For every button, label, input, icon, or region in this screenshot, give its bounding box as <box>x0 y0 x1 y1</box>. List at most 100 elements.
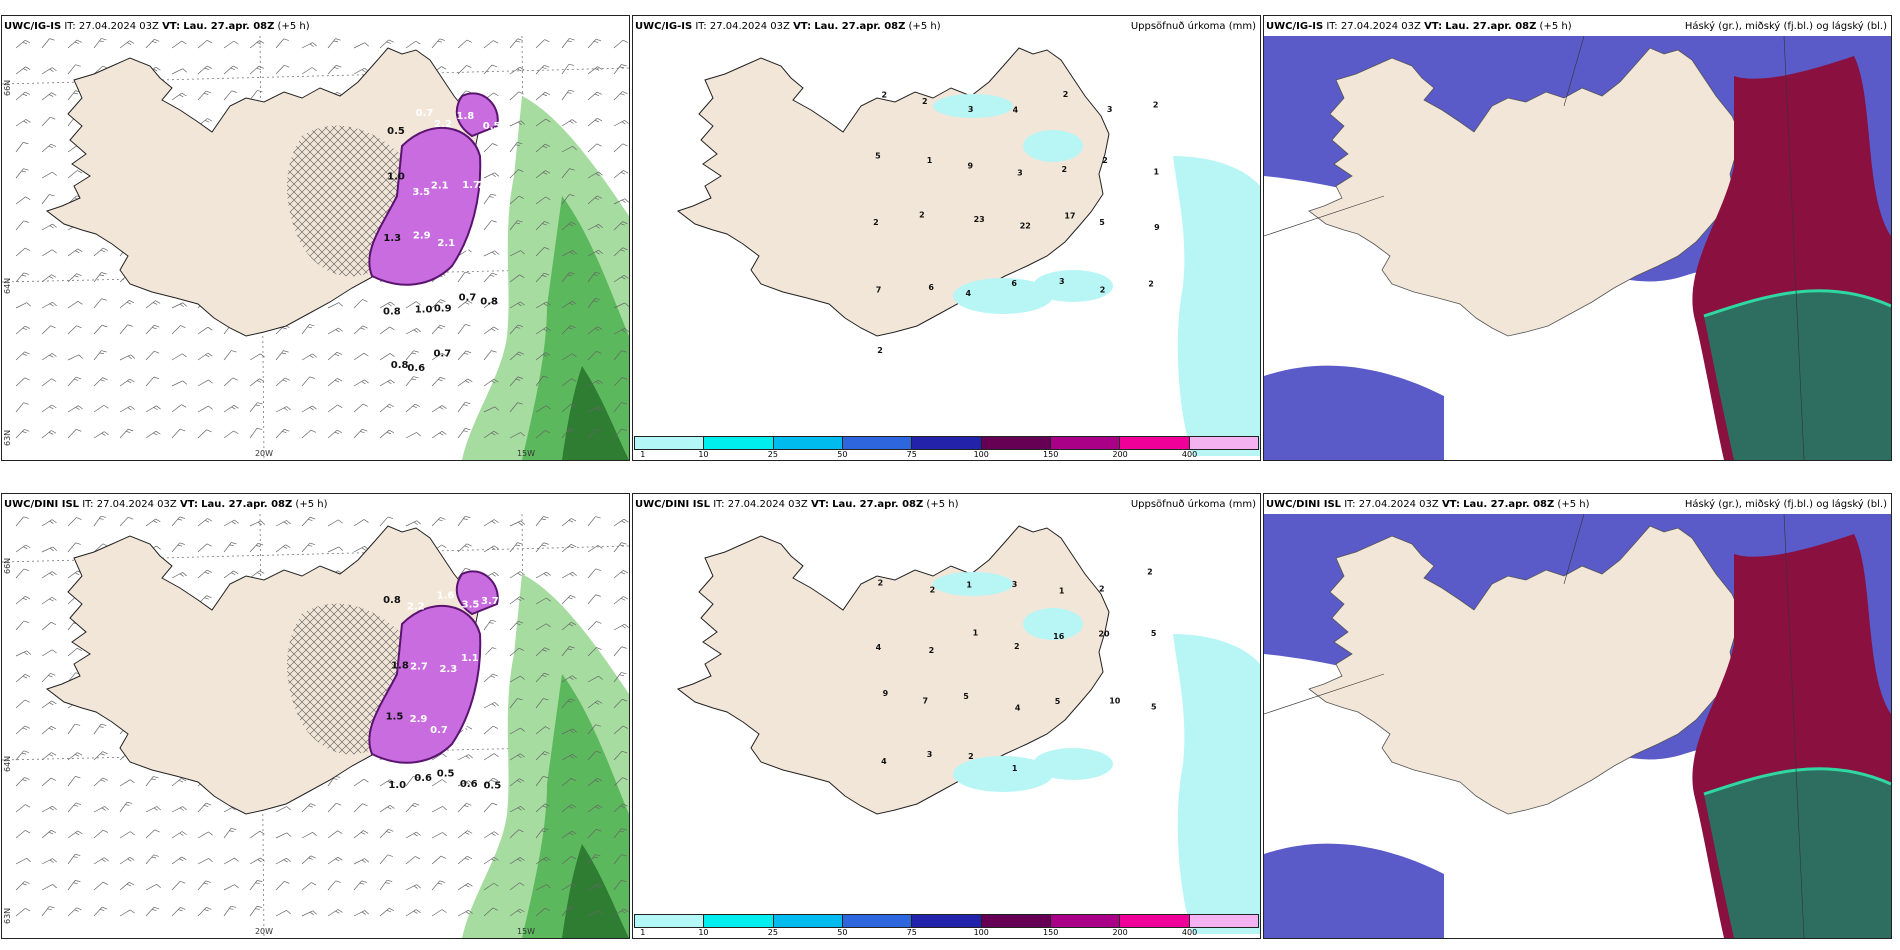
wind-barb <box>15 777 30 787</box>
wind-barb <box>171 380 188 387</box>
wind-barb <box>15 66 31 75</box>
wind-barb <box>197 518 213 527</box>
panel-field-title: Háský (gr.), miðský (fj.bl.) og lágský (… <box>1684 499 1887 510</box>
colorbar-tick-label: 25 <box>767 928 778 937</box>
precip-value-label: 5 <box>1099 218 1105 227</box>
colorbar-segment <box>635 915 705 927</box>
wind-barb <box>93 906 108 917</box>
wind-barb <box>301 42 317 49</box>
heavy-precip-area <box>455 570 499 616</box>
wind-barb <box>587 428 602 439</box>
wind-barb <box>613 221 628 231</box>
wind-barb <box>613 198 629 205</box>
wind-barb <box>379 854 393 865</box>
wind-barb <box>353 428 368 439</box>
wind-barb <box>67 325 82 335</box>
precip-value-label: 2 <box>922 97 928 106</box>
wind-barb <box>41 906 55 917</box>
wind-barb <box>249 542 264 553</box>
wind-barb <box>171 856 187 865</box>
wind-barb <box>301 405 317 413</box>
wind-barb <box>457 515 471 527</box>
wind-barb <box>327 909 343 917</box>
panel-header: UWC/DINI ISL IT: 27.04.2024 03Z VT: Lau.… <box>635 499 958 510</box>
wind-barb <box>249 90 263 101</box>
wind-barb <box>613 377 628 387</box>
wind-barb <box>67 405 83 413</box>
wind-barb <box>15 272 29 283</box>
precip-value-label: 6 <box>928 283 934 292</box>
wind-barb <box>15 168 29 179</box>
wind-barb <box>587 545 603 553</box>
wind-barb <box>119 881 135 891</box>
wind-barb <box>15 568 30 579</box>
lat-label: 63N <box>3 908 12 924</box>
wind-barb <box>171 806 187 813</box>
wind-barb <box>41 116 56 127</box>
wind-barb <box>613 328 629 335</box>
wind-barb <box>145 806 161 813</box>
colorbar-tick-label: 50 <box>837 928 848 937</box>
wind-barb <box>431 806 447 813</box>
colorbar-segment <box>1189 437 1258 449</box>
wind-barb <box>457 324 471 335</box>
wind-barb <box>561 250 577 257</box>
precip-value-label: 2.4 <box>482 229 500 240</box>
wind-barb <box>431 880 445 891</box>
wind-barb <box>353 803 368 813</box>
precip-area <box>933 94 1013 118</box>
wind-barb <box>223 827 237 839</box>
wind-barb <box>197 858 213 865</box>
wind-barb <box>483 725 498 735</box>
wind-barb <box>67 64 81 75</box>
panel-field-title: Uppsöfnuð úrkoma (mm) <box>1130 499 1256 510</box>
wind-barb <box>535 726 551 735</box>
wind-barb <box>171 428 186 439</box>
wind-barb <box>587 195 602 205</box>
wind-barb <box>509 274 525 283</box>
precip-value-label: 2 <box>882 90 888 99</box>
wind-barb <box>353 379 369 387</box>
wind-barb <box>15 119 31 127</box>
wind-barb <box>483 882 499 891</box>
init-time-value: 27.04.2024 03Z <box>1358 499 1439 510</box>
wind-barb <box>561 403 577 413</box>
colorbar-tick-label: 100 <box>973 450 989 459</box>
wind-barb <box>561 675 577 683</box>
wind-barb <box>223 65 238 75</box>
wind-barb <box>457 883 473 891</box>
wind-barb <box>561 325 576 335</box>
precip-value-label: 7 <box>876 285 882 294</box>
precip-value-label: 5 <box>875 152 881 161</box>
wind-barb <box>15 351 30 361</box>
precip-value-label: 3.5 <box>412 187 430 198</box>
colorbar-segment <box>773 437 843 449</box>
precip-value-label: 1.8 <box>456 111 474 122</box>
wind-barb <box>171 353 187 361</box>
wind-barb <box>327 546 344 553</box>
precip-area <box>953 278 1053 314</box>
map-panel-cloud: UWC/IG-IS IT: 27.04.2024 03Z VT: Lau. 27… <box>1263 15 1892 461</box>
precip-value-label: 2.5 <box>478 180 496 191</box>
map-canvas <box>1264 514 1891 938</box>
wind-barb <box>249 427 263 439</box>
wind-barb <box>197 352 213 361</box>
wind-barb <box>41 546 58 553</box>
wind-barb <box>613 880 627 891</box>
wind-barb <box>249 905 263 917</box>
wind-barb <box>119 831 135 839</box>
precip-value-label: 1.6 <box>437 590 455 601</box>
map-panel-wind: UWC/IG-IS IT: 27.04.2024 03Z VT: Lau. 27… <box>1 15 630 461</box>
wind-barb <box>431 431 447 439</box>
colorbar-tick-label: 150 <box>1043 928 1059 937</box>
wind-barb <box>41 249 57 257</box>
wind-barb <box>379 829 394 839</box>
wind-barb <box>587 700 603 709</box>
wind-barb <box>405 40 421 49</box>
wind-barb <box>197 802 212 813</box>
wind-barb <box>353 880 367 891</box>
precip-value-label: 1.7 <box>462 180 480 191</box>
precip-value-label: 1 <box>927 156 933 165</box>
wind-barb <box>535 375 549 387</box>
wind-barb <box>509 120 526 127</box>
